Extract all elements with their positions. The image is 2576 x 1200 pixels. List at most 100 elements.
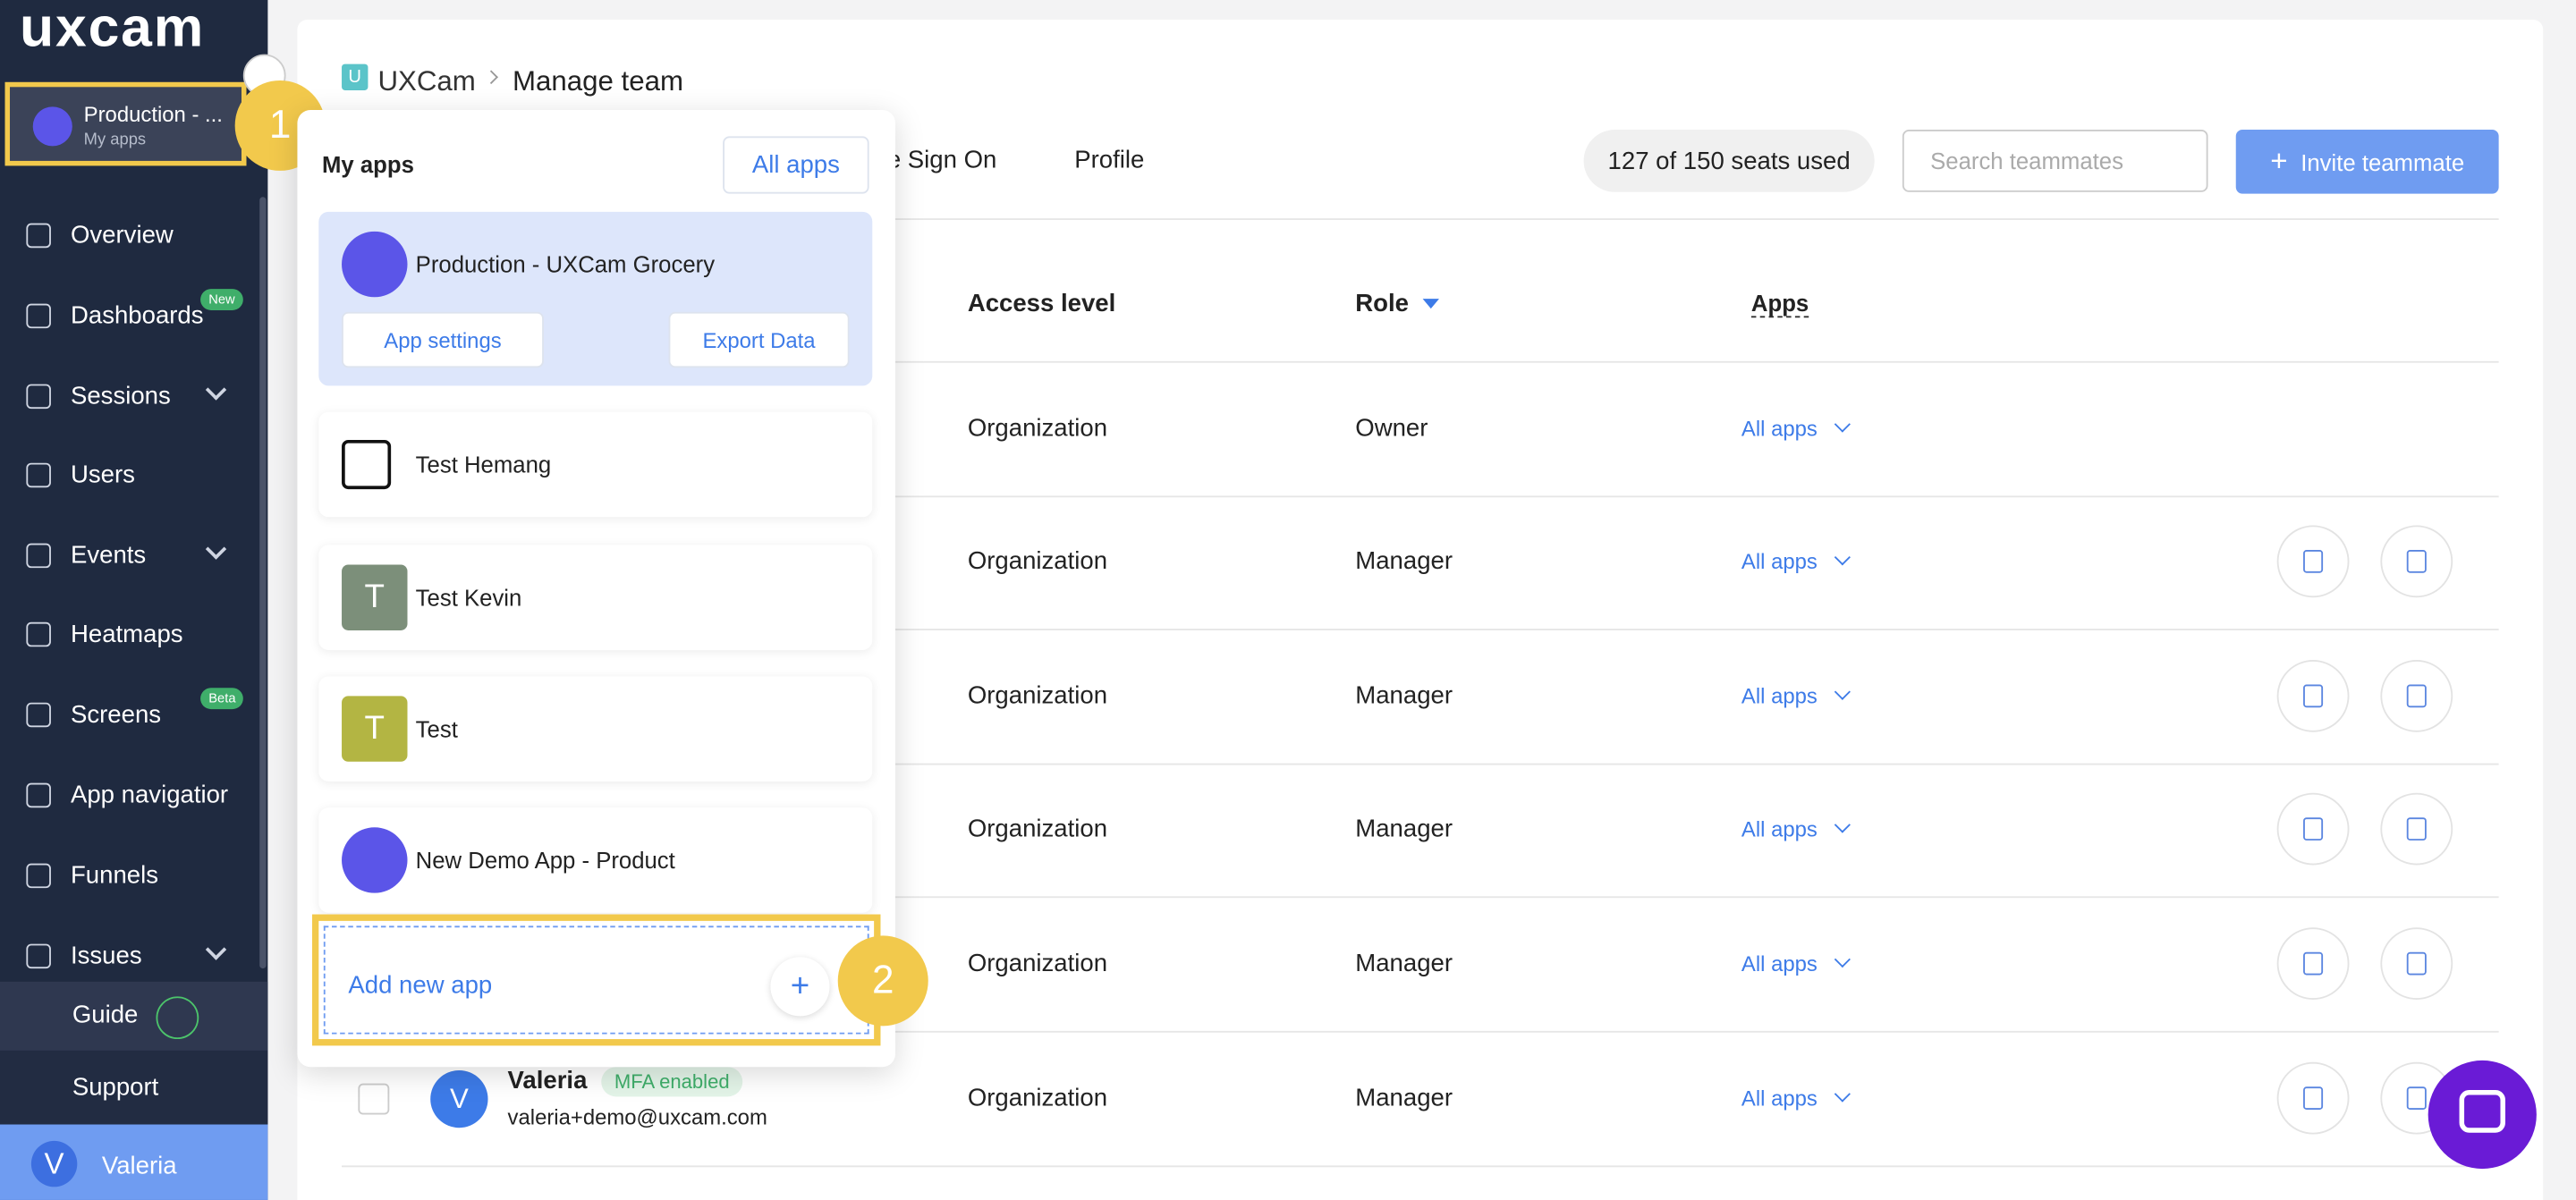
- nav-chevron: [205, 538, 227, 560]
- brand-icon: U: [342, 63, 369, 90]
- logo: uxcam: [20, 0, 206, 60]
- divider: [342, 495, 2499, 498]
- user-email: valeria+demo@uxcam.com: [507, 1104, 767, 1130]
- app-card[interactable]: T Test Kevin: [318, 545, 873, 650]
- apps-dropdown[interactable]: All apps: [1741, 416, 1818, 441]
- nav-icon: [26, 302, 51, 328]
- nav-item[interactable]: Dashboards New: [0, 283, 263, 348]
- row-checkbox[interactable]: [358, 1083, 390, 1115]
- tab[interactable]: e Sign On: [886, 146, 997, 174]
- all-apps-button[interactable]: All apps: [723, 136, 869, 194]
- nav-label: Funnels: [70, 860, 159, 890]
- app-sub: My apps: [83, 131, 147, 150]
- column-header[interactable]: Role: [1355, 290, 1409, 318]
- role: Manager: [1355, 1084, 1453, 1112]
- nav-item[interactable]: Events: [0, 522, 263, 587]
- app-switcher[interactable]: Production - ... My apps: [4, 81, 247, 166]
- app-settings-button[interactable]: App settings: [342, 311, 544, 368]
- app-avatar: [342, 439, 392, 490]
- nav-item[interactable]: Users: [0, 442, 263, 507]
- sort-icon[interactable]: [1422, 299, 1439, 309]
- add-app-highlight: Add new app +: [311, 914, 881, 1046]
- edit-button[interactable]: [2276, 525, 2350, 598]
- edit-icon: [2303, 817, 2324, 841]
- nav-item[interactable]: Sessions: [0, 363, 263, 428]
- nav-label: Dashboards: [70, 300, 204, 330]
- user-avatar: V: [430, 1069, 488, 1128]
- nav-item[interactable]: Overview: [0, 202, 263, 267]
- nav-icon: [26, 701, 51, 727]
- role: Manager: [1355, 815, 1453, 843]
- app-name: Production - ...: [83, 101, 223, 127]
- nav-label: App navigatior: [70, 780, 229, 809]
- app-popup: My apps All apps Production - UXCam Groc…: [297, 109, 896, 1068]
- nav-icon: [26, 461, 51, 487]
- breadcrumb-brand[interactable]: UXCam: [377, 65, 476, 97]
- apps-dropdown[interactable]: All apps: [1741, 1086, 1818, 1111]
- app-card[interactable]: Production - UXCam Grocery App settings Ex…: [318, 211, 873, 386]
- chat-button[interactable]: [2428, 1060, 2537, 1170]
- app-avatar: T: [342, 564, 408, 630]
- divider: [342, 1165, 2499, 1168]
- search-input[interactable]: Search teammates: [1902, 130, 2208, 192]
- access-level: Organization: [967, 414, 1108, 443]
- app-card[interactable]: New Demo App - Product: [318, 807, 873, 913]
- user-avatar: V: [30, 1140, 78, 1187]
- nav-item[interactable]: Issues: [0, 923, 263, 988]
- divider: [342, 629, 2499, 630]
- invite-button[interactable]: + Invite teammate: [2235, 130, 2499, 194]
- edit-button[interactable]: [2276, 659, 2350, 732]
- nav-icon: [26, 383, 51, 409]
- nav-chevron: [205, 379, 227, 401]
- divider: [342, 218, 2499, 220]
- nav-label: Users: [70, 460, 135, 489]
- mfa-badge: MFA enabled: [601, 1067, 743, 1097]
- edit-button[interactable]: [2276, 792, 2350, 866]
- apps-dropdown[interactable]: All apps: [1741, 683, 1818, 709]
- app-card[interactable]: Test Hemang: [318, 411, 873, 518]
- delete-button[interactable]: [2380, 659, 2453, 732]
- breadcrumb-page: Manage team: [513, 65, 683, 97]
- guide-check: [156, 996, 199, 1040]
- edit-button[interactable]: [2276, 1061, 2350, 1135]
- export-data-button[interactable]: Export Data: [668, 311, 850, 368]
- delete-button[interactable]: [2380, 792, 2453, 866]
- nav-label: Events: [70, 540, 147, 570]
- apps-dropdown[interactable]: All apps: [1741, 951, 1818, 976]
- app-name: Test: [415, 715, 458, 742]
- app-name: Test Hemang: [415, 451, 552, 478]
- nav-item[interactable]: Screens Beta: [0, 681, 263, 747]
- nav-icon: [26, 542, 51, 568]
- app-name: Production - UXCam Grocery: [415, 250, 716, 278]
- support-row[interactable]: Support: [0, 1050, 268, 1125]
- nav-icon: [26, 621, 51, 646]
- add-app-box[interactable]: Add new app +: [323, 925, 869, 1035]
- apps-dropdown[interactable]: All apps: [1741, 549, 1818, 574]
- nav-icon: [26, 862, 51, 888]
- delete-button[interactable]: [2380, 927, 2453, 1001]
- delete-button[interactable]: [2380, 525, 2453, 598]
- user-row[interactable]: V Valeria: [0, 1124, 268, 1200]
- nav-item[interactable]: App navigatior: [0, 762, 263, 827]
- sidebar: uxcam Production - ... My apps Guide Sup…: [0, 0, 268, 1200]
- edit-button[interactable]: [2276, 927, 2350, 1001]
- delete-icon: [2406, 951, 2427, 976]
- app-card[interactable]: T Test: [318, 676, 873, 782]
- chat-icon: [2459, 1089, 2505, 1133]
- column-header[interactable]: Apps: [1750, 290, 1809, 318]
- nav-chevron: [205, 939, 227, 960]
- nav-icon: [26, 782, 51, 807]
- column-header[interactable]: Access level: [967, 290, 1116, 318]
- nav-item[interactable]: Heatmaps: [0, 601, 263, 666]
- divider: [342, 896, 2499, 899]
- nav-item[interactable]: Funnels: [0, 842, 263, 908]
- add-app-label: Add new app: [348, 971, 493, 1001]
- tab[interactable]: Profile: [1074, 146, 1145, 174]
- nav-badge: New: [200, 289, 243, 310]
- divider: [342, 360, 2499, 363]
- apps-dropdown[interactable]: All apps: [1741, 816, 1818, 841]
- guide-row[interactable]: Guide: [0, 981, 268, 1051]
